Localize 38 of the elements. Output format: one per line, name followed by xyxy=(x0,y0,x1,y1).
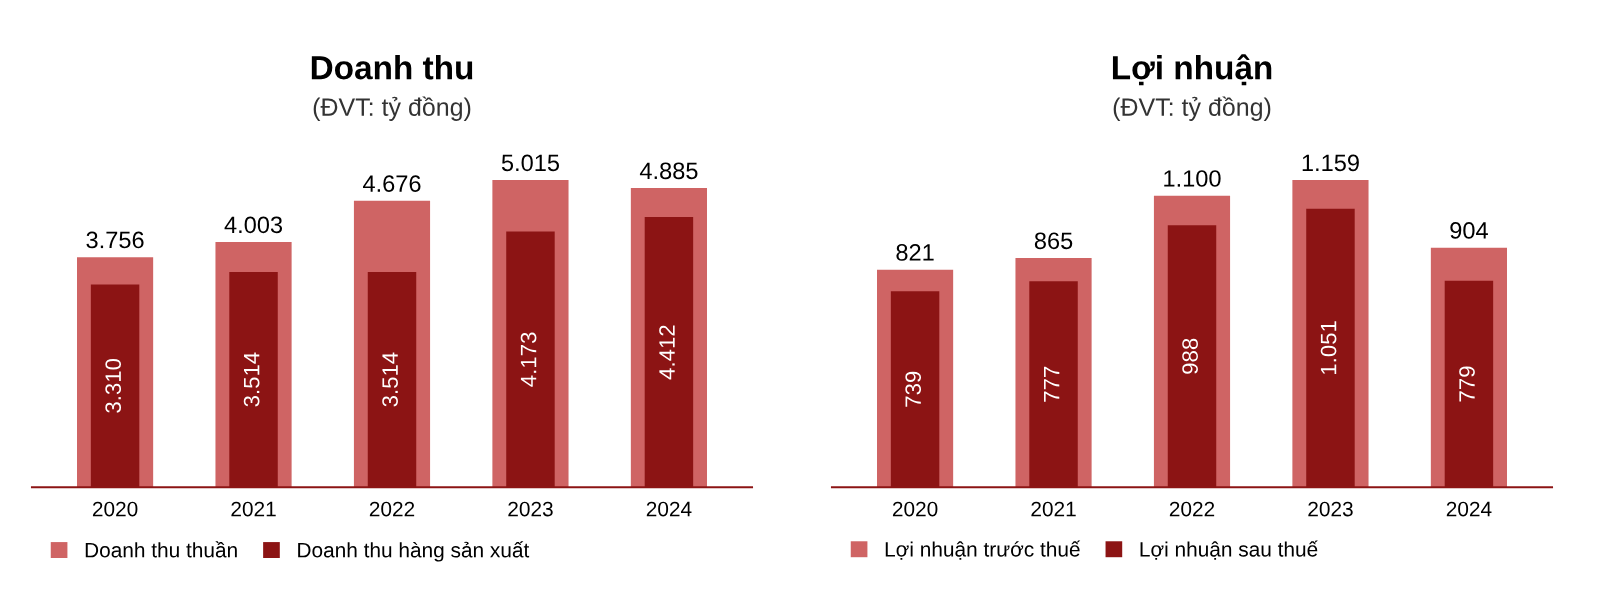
legend-label: Lợi nhuận sau thuế xyxy=(1140,540,1318,560)
data-label: 4.173 xyxy=(520,332,537,387)
data-label: 904 xyxy=(1450,222,1488,239)
chart-subtitle: (ĐVT: tỷ đồng) xyxy=(313,96,471,121)
data-label: 739 xyxy=(905,371,922,407)
x-tick-label: 2021 xyxy=(231,501,276,517)
chart-subtitle: (ĐVT: tỷ đồng) xyxy=(1113,96,1271,121)
chart-title: Lợi nhuận xyxy=(1112,54,1272,86)
data-label: 3.514 xyxy=(382,352,398,407)
legend-label: Doanh thu thuần xyxy=(85,541,237,558)
data-label: 3.310 xyxy=(105,358,122,413)
legend-label: Lợi nhuận trước thuế xyxy=(885,540,1081,560)
x-tick-label: 2022 xyxy=(1169,501,1215,517)
x-tick-label: 2020 xyxy=(892,501,938,517)
data-label: 821 xyxy=(896,244,934,261)
data-label: 988 xyxy=(1182,338,1198,374)
x-tick-label: 2023 xyxy=(1308,501,1353,517)
data-label: 3.514 xyxy=(243,352,260,407)
data-label: 1.159 xyxy=(1302,154,1359,172)
data-label: 865 xyxy=(1034,232,1073,250)
data-label: 4.003 xyxy=(224,216,283,234)
data-label: 4.412 xyxy=(659,325,675,380)
data-label: 779 xyxy=(1459,366,1475,402)
data-label: 1.051 xyxy=(1320,321,1337,375)
data-label: 1.100 xyxy=(1164,170,1221,187)
data-label: 777 xyxy=(1044,366,1060,402)
data-label: 4.885 xyxy=(639,162,698,180)
chart-title: Doanh thu xyxy=(311,55,473,80)
x-tick-label: 2020 xyxy=(92,501,138,517)
legend-label: Doanh thu hàng sản xuất xyxy=(298,541,530,562)
data-label: 4.676 xyxy=(363,175,421,192)
data-label: 5.015 xyxy=(501,154,560,172)
data-label: 3.756 xyxy=(86,231,144,249)
x-tick-label: 2024 xyxy=(1446,501,1492,517)
x-tick-label: 2021 xyxy=(1031,501,1076,517)
x-tick-label: 2024 xyxy=(646,501,692,517)
x-tick-label: 2022 xyxy=(369,501,415,517)
x-tick-label: 2023 xyxy=(508,501,553,517)
